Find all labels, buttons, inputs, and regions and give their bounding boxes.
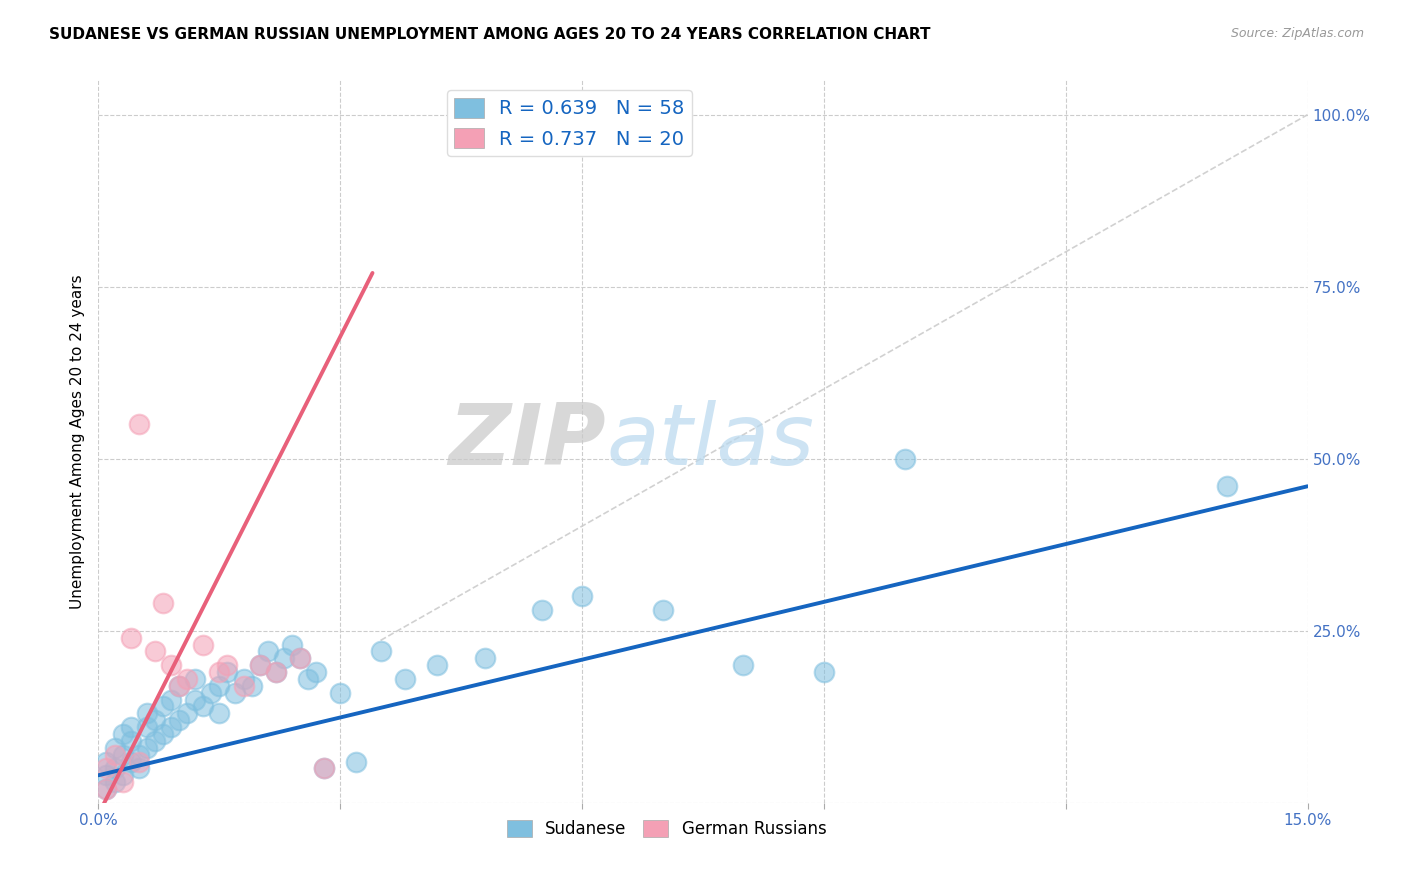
Point: [176, 672, 198, 686]
Point: [96, 782, 118, 797]
Point: [344, 755, 367, 769]
Point: [217, 658, 239, 673]
Text: Source: ZipAtlas.com: Source: ZipAtlas.com: [1230, 27, 1364, 40]
Point: [128, 417, 150, 432]
Point: [103, 761, 125, 775]
Point: [103, 775, 125, 789]
Point: [143, 713, 166, 727]
Point: [152, 727, 174, 741]
Point: [160, 658, 183, 673]
Point: [208, 706, 231, 721]
Point: [184, 672, 207, 686]
Point: [160, 720, 183, 734]
Point: [273, 651, 295, 665]
Point: [288, 651, 311, 665]
Point: [111, 768, 134, 782]
Legend: Sudanese, German Russians: Sudanese, German Russians: [501, 814, 834, 845]
Point: [143, 734, 166, 748]
Point: [111, 747, 134, 762]
Point: [120, 720, 142, 734]
Point: [232, 679, 254, 693]
Point: [264, 665, 287, 679]
Point: [232, 672, 254, 686]
Y-axis label: Unemployment Among Ages 20 to 24 years: Unemployment Among Ages 20 to 24 years: [69, 274, 84, 609]
Point: [120, 631, 142, 645]
Point: [152, 596, 174, 610]
Point: [120, 755, 142, 769]
Point: [135, 720, 157, 734]
Point: [240, 679, 263, 693]
Point: [143, 644, 166, 658]
Text: atlas: atlas: [606, 400, 814, 483]
Point: [249, 658, 271, 673]
Point: [193, 638, 215, 652]
Point: [111, 727, 134, 741]
Point: [256, 644, 278, 658]
Point: [426, 658, 449, 673]
Point: [128, 755, 150, 769]
Point: [96, 768, 118, 782]
Point: [281, 638, 304, 652]
Point: [111, 775, 134, 789]
Point: [200, 686, 222, 700]
Point: [103, 747, 125, 762]
Point: [184, 692, 207, 706]
Point: [370, 644, 392, 658]
Point: [96, 755, 118, 769]
Point: [208, 665, 231, 679]
Point: [314, 761, 336, 775]
Point: [329, 686, 352, 700]
Point: [208, 679, 231, 693]
Point: [167, 713, 190, 727]
Point: [813, 665, 835, 679]
Point: [96, 782, 118, 797]
Point: [733, 658, 755, 673]
Point: [474, 651, 496, 665]
Point: [249, 658, 271, 673]
Point: [394, 672, 416, 686]
Point: [135, 706, 157, 721]
Point: [1216, 479, 1239, 493]
Point: [288, 651, 311, 665]
Point: [305, 665, 328, 679]
Point: [128, 761, 150, 775]
Point: [217, 665, 239, 679]
Point: [893, 451, 915, 466]
Point: [224, 686, 246, 700]
Point: [103, 740, 125, 755]
Point: [120, 734, 142, 748]
Point: [571, 590, 593, 604]
Point: [651, 603, 673, 617]
Point: [96, 761, 118, 775]
Point: [264, 665, 287, 679]
Point: [160, 692, 183, 706]
Text: SUDANESE VS GERMAN RUSSIAN UNEMPLOYMENT AMONG AGES 20 TO 24 YEARS CORRELATION CH: SUDANESE VS GERMAN RUSSIAN UNEMPLOYMENT …: [49, 27, 931, 42]
Text: ZIP: ZIP: [449, 400, 606, 483]
Point: [530, 603, 553, 617]
Point: [128, 747, 150, 762]
Point: [167, 679, 190, 693]
Point: [297, 672, 319, 686]
Point: [135, 740, 157, 755]
Point: [314, 761, 336, 775]
Point: [167, 679, 190, 693]
Point: [152, 699, 174, 714]
Point: [176, 706, 198, 721]
Point: [193, 699, 215, 714]
